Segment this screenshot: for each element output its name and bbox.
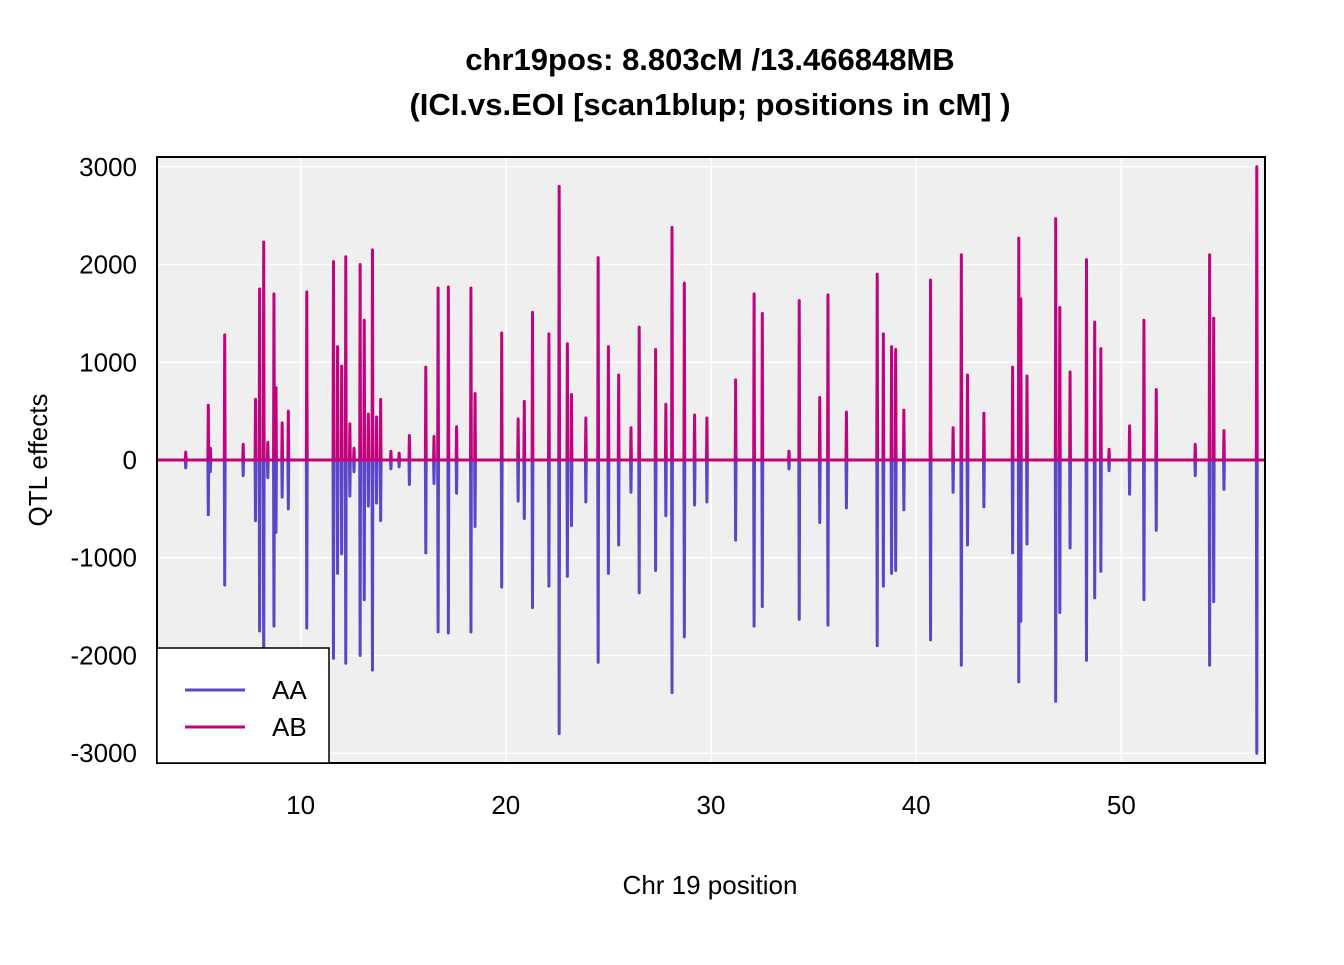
x-tick-label: 30: [697, 790, 726, 820]
plot-border: [156, 156, 1266, 764]
x-tick-label: 50: [1107, 790, 1136, 820]
x-axis-ticks: 10 20 30 40 50: [286, 790, 1136, 820]
y-tick-label: 3000: [79, 152, 137, 182]
y-tick-label: 2000: [79, 250, 137, 280]
legend: AA AB: [156, 647, 330, 764]
y-tick-label: 0: [123, 445, 137, 475]
y-axis-ticks: -3000 -2000 -1000 0 1000 2000 3000: [71, 152, 138, 768]
legend-box: [156, 647, 330, 764]
series-ab-line: [157, 165, 1265, 462]
y-axis-label: QTL effects: [23, 394, 53, 527]
series-aa-line: [157, 458, 1265, 755]
legend-aa-label: AA: [272, 675, 307, 705]
x-tick-label: 20: [491, 790, 520, 820]
data-series: [157, 165, 1265, 755]
chart-title-line1: chr19pos: 8.803cM /13.466848MB: [465, 42, 954, 77]
y-tick-label: 1000: [79, 347, 137, 377]
y-tick-label: -1000: [71, 543, 138, 573]
y-tick-label: -2000: [71, 640, 138, 670]
y-tick-label: -3000: [71, 738, 138, 768]
x-axis-label: Chr 19 position: [623, 870, 798, 900]
x-tick-label: 10: [286, 790, 315, 820]
chart-title-line2: (ICI.vs.EOI [scan1blup; positions in cM]…: [409, 87, 1010, 122]
x-tick-label: 40: [902, 790, 931, 820]
legend-ab-label: AB: [272, 712, 307, 742]
